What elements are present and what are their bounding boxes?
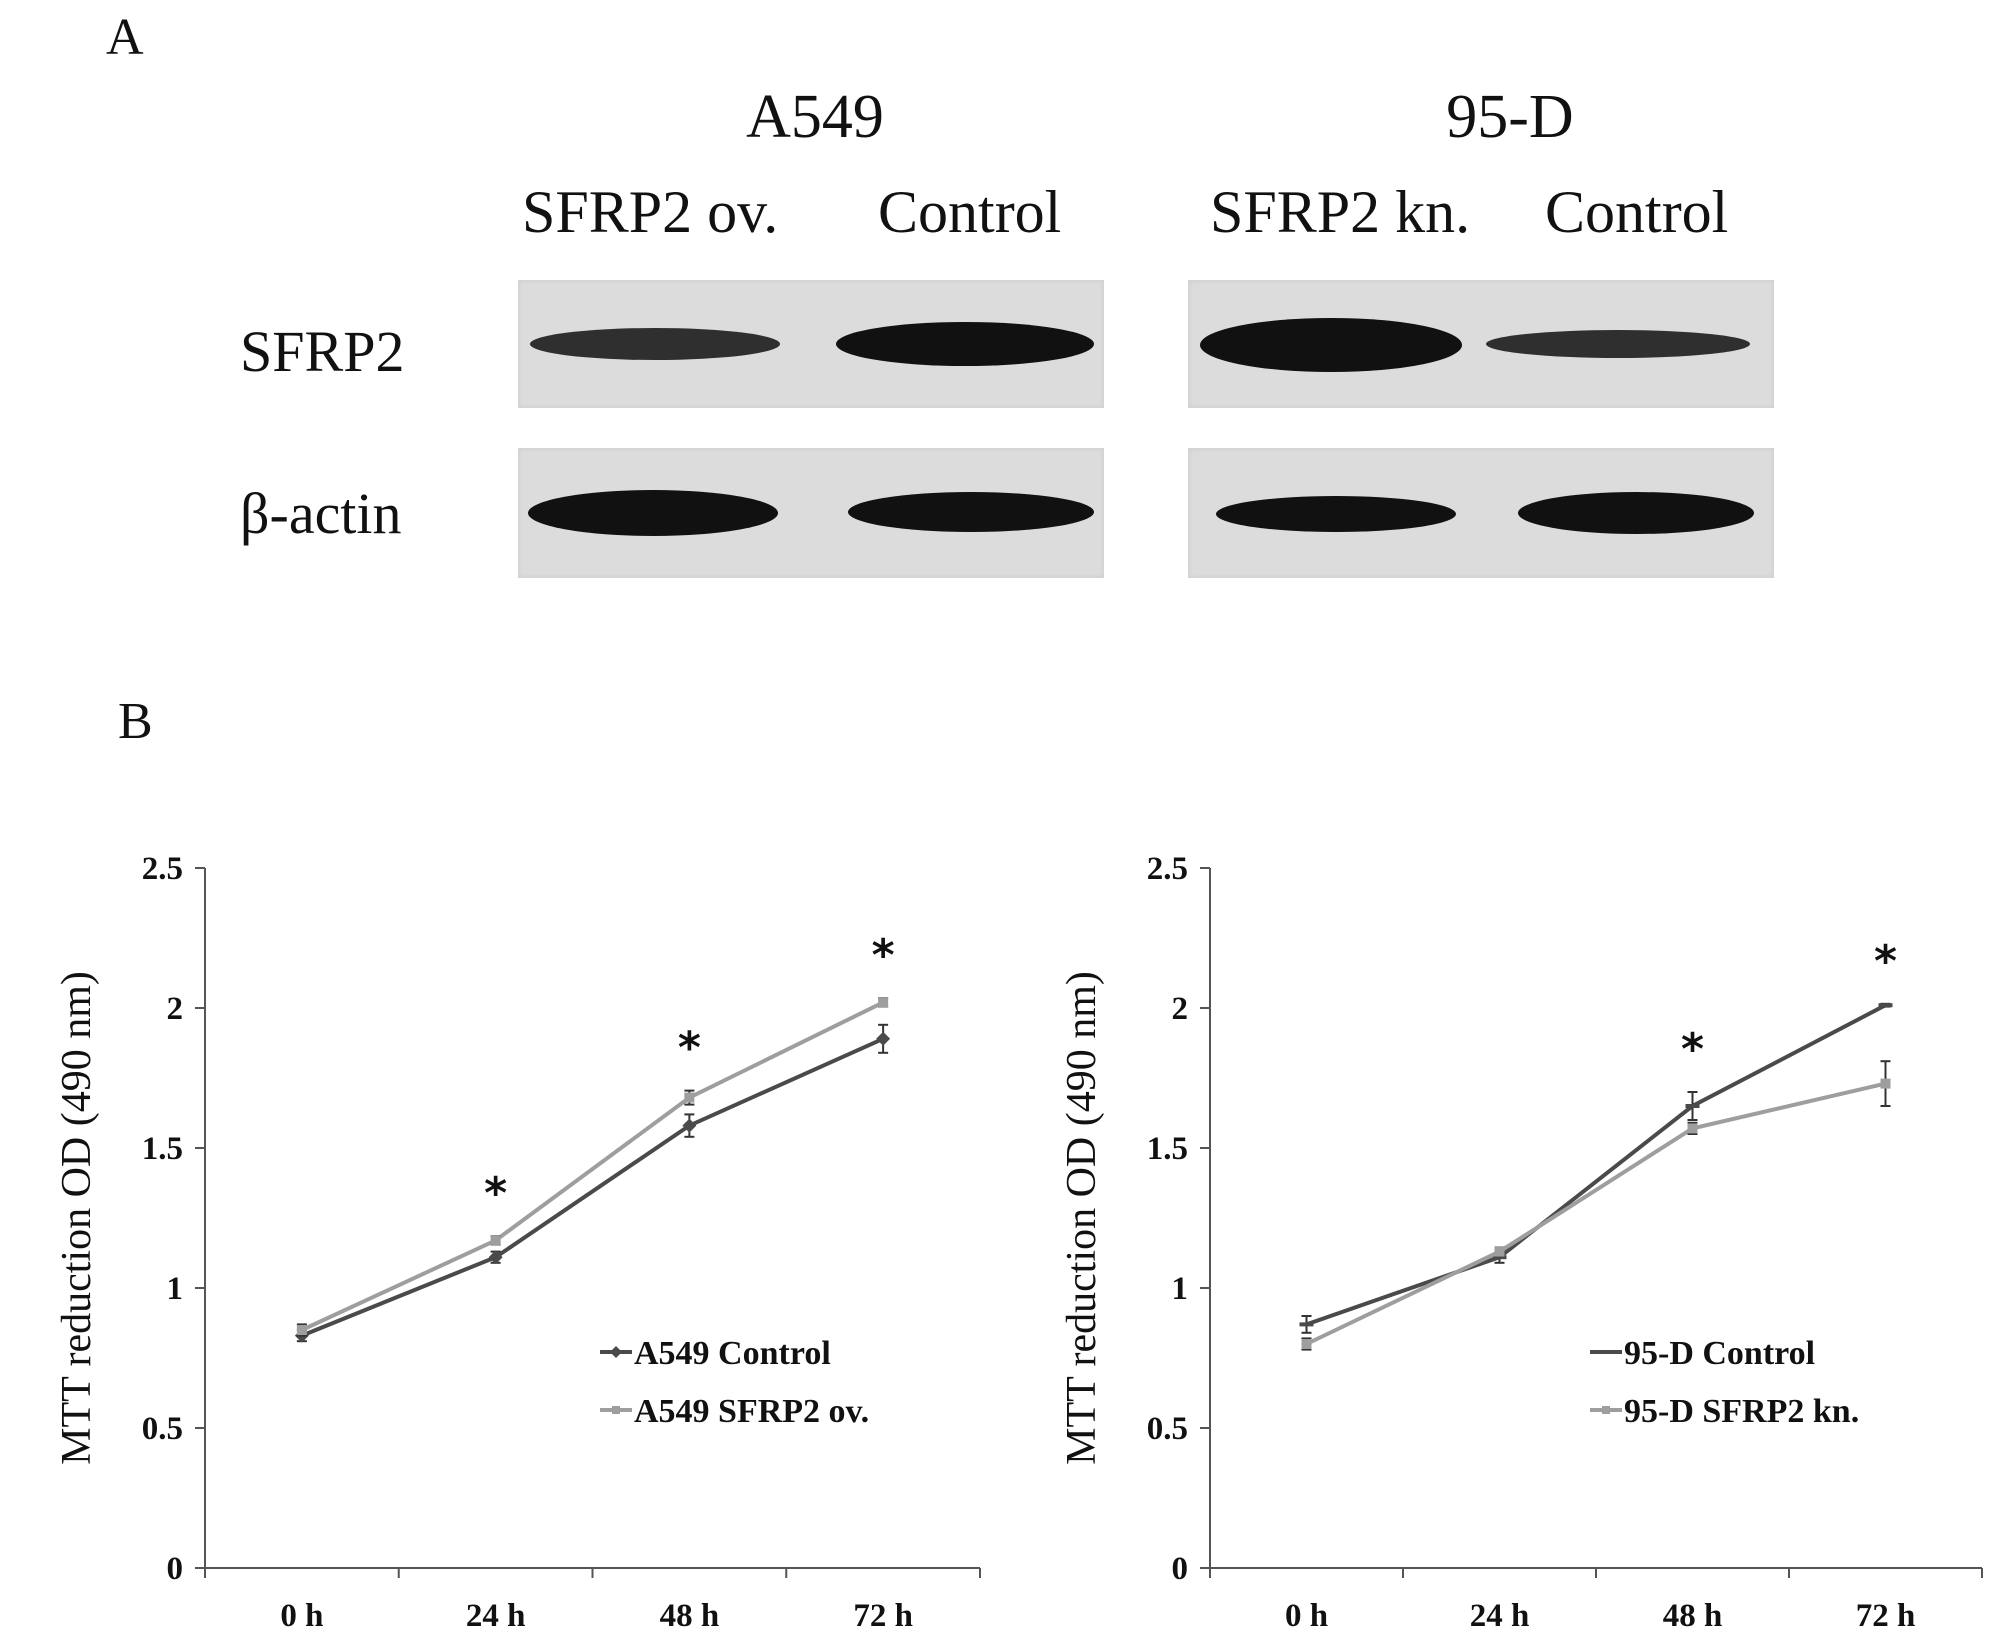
lane-label-95d-control: Control	[1545, 179, 1729, 245]
lane-label-sfrp2-ov: SFRP2 ov.	[522, 179, 779, 245]
a549-y-tick-label: 1	[167, 1271, 184, 1307]
95d-x-tick-label: 24 h	[1470, 1598, 1530, 1634]
95d-point-1	[1878, 1003, 1893, 1008]
panel-b-label: B	[118, 693, 153, 750]
a549-series-line-2	[301, 1000, 885, 1332]
95d-x-tick-label: 0 h	[1285, 1598, 1328, 1634]
blot-sfrp2-a549	[518, 280, 1104, 408]
95d-point-1	[1299, 1322, 1314, 1327]
95d-legend-label-2: 95-D SFRP2 kn.	[1624, 1393, 1859, 1430]
a549-y-tick-label: 2	[167, 991, 184, 1027]
a549-point-1	[876, 1031, 891, 1046]
band-a549-control-sfrp2	[836, 322, 1094, 366]
band-sfrp2-kn	[1200, 318, 1462, 372]
95d-series-line-2	[1305, 1081, 1886, 1346]
a549-series-line-1	[301, 1036, 884, 1338]
a549-x-tick-label: 0 h	[280, 1598, 323, 1634]
a549-point-2	[296, 1325, 307, 1335]
95d-series-line-1	[1305, 1003, 1887, 1327]
95d-point-2	[1494, 1246, 1505, 1257]
95d-legend-marker-2	[1602, 1406, 1610, 1414]
a549-legend-label-2: A549 SFRP2 ov.	[634, 1393, 869, 1430]
95d-y-tick-label: 2.5	[1147, 851, 1188, 887]
95d-y-tick-label: 1	[1172, 1271, 1189, 1307]
a549-point-1	[488, 1250, 503, 1265]
95d-point-2	[1880, 1078, 1891, 1089]
95d-point-1	[1492, 1255, 1507, 1260]
a549-y-tick-label: 2.5	[142, 851, 183, 887]
95d-y-tick-label: 0.5	[1147, 1411, 1188, 1447]
95d-point-2	[1301, 1339, 1312, 1349]
a549-legend-marker-2	[612, 1406, 620, 1414]
band-95d-control-sfrp2	[1486, 330, 1750, 358]
a549-y-axis-label: MTT reduction OD (490 nm)	[54, 971, 100, 1465]
row-label-sfrp2: SFRP2	[240, 319, 405, 384]
band-actin-a549-control	[848, 492, 1094, 532]
95d-x-tick-label: 48 h	[1663, 1598, 1723, 1634]
blot-actin-a549	[518, 448, 1104, 578]
a549-point-2	[878, 997, 889, 1008]
row-label-beta-actin: β-actin	[240, 481, 402, 546]
a549-point-1	[682, 1118, 697, 1133]
band-actin-sfrp2-ov	[528, 490, 778, 536]
a549-y-tick-label: 0	[167, 1551, 184, 1587]
a549-x-tick-label: 72 h	[853, 1598, 913, 1634]
95d-y-tick-label: 1.5	[1147, 1131, 1188, 1167]
95d-point-1	[1685, 1104, 1700, 1108]
95d-x-tick-label: 72 h	[1856, 1598, 1916, 1634]
a549-legend-label-1: A549 Control	[634, 1335, 831, 1372]
group-title-95d: 95-D	[1446, 83, 1574, 151]
a549-point-2	[490, 1235, 501, 1246]
a549-y-tick-label: 1.5	[142, 1131, 183, 1167]
95d-significance-star: *	[1874, 936, 1897, 987]
95d-legend-label-1: 95-D Control	[1624, 1335, 1815, 1372]
band-actin-sfrp2-kn	[1216, 496, 1456, 532]
a549-point-2	[684, 1092, 695, 1103]
group-title-a549: A549	[746, 83, 884, 151]
a549-x-tick-label: 24 h	[466, 1598, 526, 1634]
95d-y-tick-label: 2	[1172, 991, 1189, 1027]
95d-y-axis-label: MTT reduction OD (490 nm)	[1059, 971, 1105, 1465]
95d-point-2	[1687, 1123, 1698, 1134]
band-actin-95d-control	[1518, 492, 1754, 534]
a549-significance-star: *	[484, 1168, 507, 1219]
blot-sfrp2-95d	[1188, 280, 1774, 408]
a549-significance-star: *	[872, 930, 895, 981]
lane-label-sfrp2-kn: SFRP2 kn.	[1210, 179, 1471, 245]
band-sfrp2-ov	[530, 328, 780, 360]
panel-a-label: A	[106, 9, 144, 66]
a549-significance-star: *	[678, 1023, 701, 1074]
95d-significance-star: *	[1681, 1024, 1704, 1075]
blot-actin-95d	[1188, 448, 1774, 578]
a549-y-tick-label: 0.5	[142, 1411, 183, 1447]
a549-x-tick-label: 48 h	[660, 1598, 720, 1634]
lane-label-a549-control: Control	[878, 179, 1062, 245]
95d-y-tick-label: 0	[1172, 1551, 1189, 1587]
a549-legend-marker-1	[610, 1346, 622, 1358]
